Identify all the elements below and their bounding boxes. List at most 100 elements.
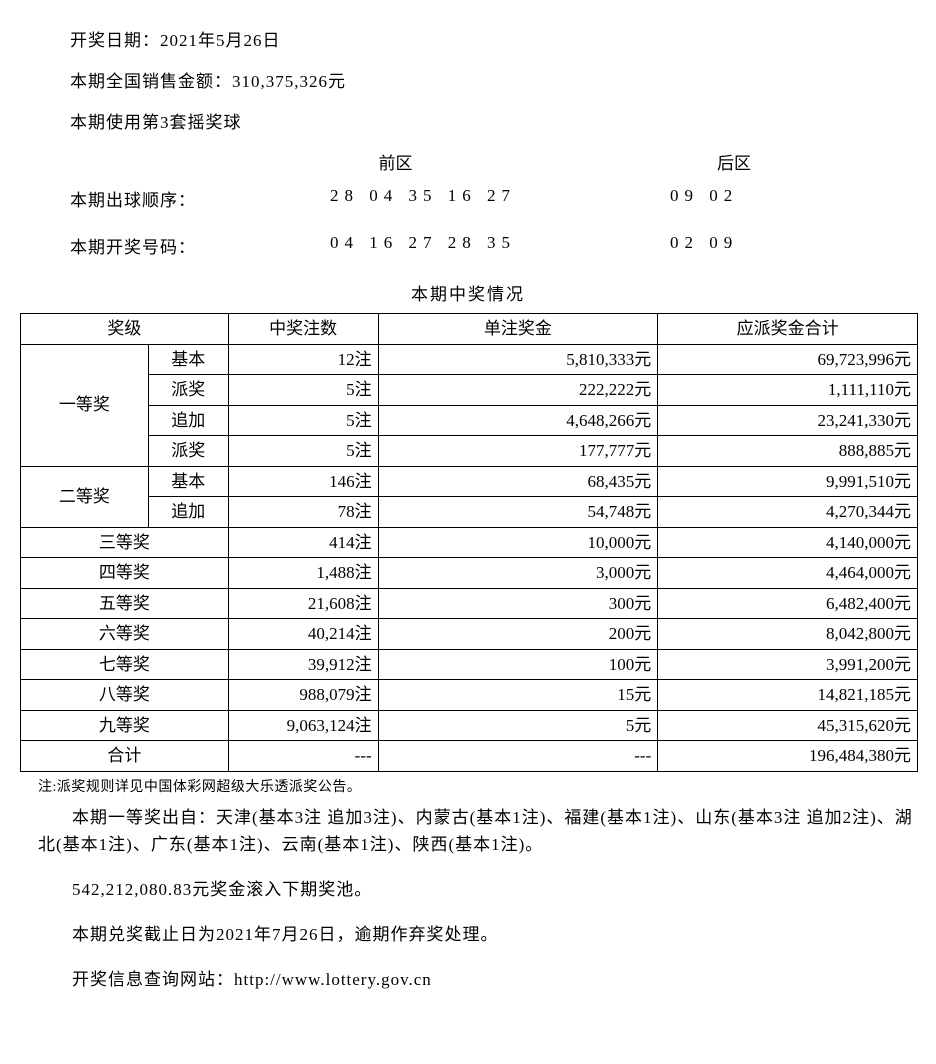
draw-order-label: 本期出球顺序：: [70, 186, 330, 211]
sum-count: ---: [228, 741, 378, 772]
draw-order-row: 本期出球顺序： 28 04 35 16 27 09 02: [70, 186, 916, 211]
table-row: 二等奖 基本 146注 68,435元 9,991,510元: [21, 466, 918, 497]
tier-count: 39,912注: [228, 649, 378, 680]
tier-total: 3,991,200元: [658, 649, 918, 680]
sum-per: ---: [378, 741, 658, 772]
tier2-sub: 基本: [148, 466, 228, 497]
rollover-paragraph: 542,212,080.83元奖金滚入下期奖池。: [38, 876, 916, 903]
tier-count: 988,079注: [228, 680, 378, 711]
footnote: 注:派奖规则详见中国体彩网超级大乐透派奖公告。: [38, 776, 916, 796]
numbers-section: 前区 后区 本期出球顺序： 28 04 35 16 27 09 02 本期开奖号…: [70, 149, 916, 258]
ballset-line: 本期使用第3套摇奖球: [70, 108, 916, 133]
tier2-per: 54,748元: [378, 497, 658, 528]
tier2-count: 78注: [228, 497, 378, 528]
tier1-count: 12注: [228, 344, 378, 375]
sum-label: 合计: [21, 741, 229, 772]
winners-paragraph: 本期一等奖出自：天津(基本3注 追加3注)、内蒙古(基本1注)、福建(基本1注)…: [38, 804, 916, 858]
tier-label: 三等奖: [21, 527, 229, 558]
tier-total: 4,140,000元: [658, 527, 918, 558]
tier-per: 3,000元: [378, 558, 658, 589]
table-row: 派奖 5注 177,777元 888,885元: [21, 436, 918, 467]
table-row: 五等奖 21,608注 300元 6,482,400元: [21, 588, 918, 619]
header-total: 应派奖金合计: [658, 314, 918, 345]
tier1-sub: 追加: [148, 405, 228, 436]
winning-numbers-back: 02 09: [670, 233, 870, 258]
tier1-sub: 派奖: [148, 436, 228, 467]
tier1-count: 5注: [228, 436, 378, 467]
tier-total: 45,315,620元: [658, 710, 918, 741]
tier-label: 九等奖: [21, 710, 229, 741]
prize-table: 奖级 中奖注数 单注奖金 应派奖金合计 一等奖 基本 12注 5,810,333…: [20, 313, 918, 772]
header-per: 单注奖金: [378, 314, 658, 345]
tier-total: 14,821,185元: [658, 680, 918, 711]
website-paragraph: 开奖信息查询网站：http://www.lottery.gov.cn: [38, 966, 916, 993]
tier-count: 9,063,124注: [228, 710, 378, 741]
tier1-total: 1,111,110元: [658, 375, 918, 406]
tier-count: 1,488注: [228, 558, 378, 589]
sales-value: 310,375,326元: [232, 72, 346, 91]
tier2-label: 二等奖: [21, 466, 149, 527]
table-row: 追加 5注 4,648,266元 23,241,330元: [21, 405, 918, 436]
table-row: 四等奖 1,488注 3,000元 4,464,000元: [21, 558, 918, 589]
tier2-total: 9,991,510元: [658, 466, 918, 497]
header-count: 中奖注数: [228, 314, 378, 345]
front-area-header: 前区: [379, 149, 717, 174]
tier1-total: 888,885元: [658, 436, 918, 467]
table-sum-row: 合计 --- --- 196,484,380元: [21, 741, 918, 772]
tier-per: 10,000元: [378, 527, 658, 558]
tier1-count: 5注: [228, 405, 378, 436]
deadline-paragraph: 本期兑奖截止日为2021年7月26日，逾期作弃奖处理。: [38, 921, 916, 948]
tier2-sub: 追加: [148, 497, 228, 528]
tier1-total: 23,241,330元: [658, 405, 918, 436]
winning-numbers-label: 本期开奖号码：: [70, 233, 330, 258]
draw-date-line: 开奖日期：2021年5月26日: [70, 26, 916, 51]
tier-per: 200元: [378, 619, 658, 650]
tier1-per: 222,222元: [378, 375, 658, 406]
website-label: 开奖信息查询网站：: [72, 970, 234, 989]
tier1-sub: 派奖: [148, 375, 228, 406]
table-row: 派奖 5注 222,222元 1,111,110元: [21, 375, 918, 406]
table-row: 八等奖 988,079注 15元 14,821,185元: [21, 680, 918, 711]
numbers-header-row: 前区 后区: [70, 149, 916, 174]
draw-date-label: 开奖日期：: [70, 31, 160, 50]
tier-per: 5元: [378, 710, 658, 741]
tier1-label: 一等奖: [21, 344, 149, 466]
tier-count: 414注: [228, 527, 378, 558]
tier1-per: 4,648,266元: [378, 405, 658, 436]
tier-total: 4,464,000元: [658, 558, 918, 589]
table-row: 一等奖 基本 12注 5,810,333元 69,723,996元: [21, 344, 918, 375]
tier-per: 15元: [378, 680, 658, 711]
prize-table-title: 本期中奖情况: [20, 280, 916, 305]
website-url: http://www.lottery.gov.cn: [234, 970, 432, 989]
winning-numbers-front: 04 16 27 28 35: [330, 233, 670, 258]
tier-label: 七等奖: [21, 649, 229, 680]
table-row: 六等奖 40,214注 200元 8,042,800元: [21, 619, 918, 650]
tier1-per: 5,810,333元: [378, 344, 658, 375]
table-row: 七等奖 39,912注 100元 3,991,200元: [21, 649, 918, 680]
tier-label: 八等奖: [21, 680, 229, 711]
sum-total: 196,484,380元: [658, 741, 918, 772]
tier-per: 300元: [378, 588, 658, 619]
tier1-per: 177,777元: [378, 436, 658, 467]
sales-label: 本期全国销售金额：: [70, 72, 232, 91]
tier1-total: 69,723,996元: [658, 344, 918, 375]
tier1-sub: 基本: [148, 344, 228, 375]
table-row: 九等奖 9,063,124注 5元 45,315,620元: [21, 710, 918, 741]
table-header-row: 奖级 中奖注数 单注奖金 应派奖金合计: [21, 314, 918, 345]
tier-label: 六等奖: [21, 619, 229, 650]
tier-total: 6,482,400元: [658, 588, 918, 619]
draw-order-front: 28 04 35 16 27: [330, 186, 670, 211]
tier1-count: 5注: [228, 375, 378, 406]
table-row: 追加 78注 54,748元 4,270,344元: [21, 497, 918, 528]
tier-total: 8,042,800元: [658, 619, 918, 650]
tier-label: 四等奖: [21, 558, 229, 589]
table-row: 三等奖 414注 10,000元 4,140,000元: [21, 527, 918, 558]
winning-numbers-row: 本期开奖号码： 04 16 27 28 35 02 09: [70, 233, 916, 258]
tier2-count: 146注: [228, 466, 378, 497]
tier-label: 五等奖: [21, 588, 229, 619]
tier2-total: 4,270,344元: [658, 497, 918, 528]
draw-order-back: 09 02: [670, 186, 870, 211]
draw-date-value: 2021年5月26日: [160, 31, 281, 50]
sales-line: 本期全国销售金额：310,375,326元: [70, 67, 916, 92]
back-area-header: 后区: [717, 149, 916, 174]
